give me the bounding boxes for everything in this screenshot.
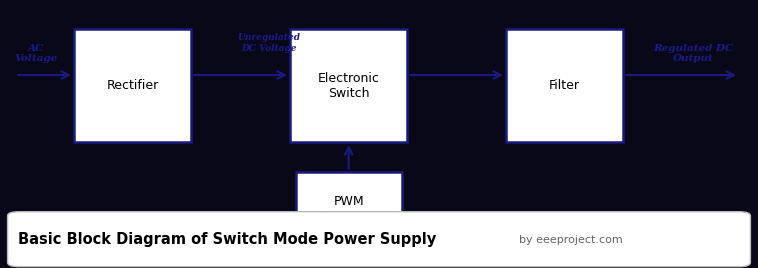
Text: Basic Block Diagram of Switch Mode Power Supply: Basic Block Diagram of Switch Mode Power…	[18, 232, 437, 247]
FancyBboxPatch shape	[74, 29, 191, 142]
Text: Unregulated
DC Voltage: Unregulated DC Voltage	[237, 33, 301, 53]
FancyBboxPatch shape	[290, 29, 408, 142]
FancyBboxPatch shape	[296, 172, 402, 247]
Text: AC
Voltage: AC Voltage	[14, 44, 58, 63]
Text: Electronic
Switch: Electronic Switch	[318, 72, 380, 100]
Text: Filter: Filter	[550, 79, 580, 92]
Text: by eeeproject.com: by eeeproject.com	[519, 235, 623, 245]
Text: Regulated DC
Output: Regulated DC Output	[653, 44, 734, 63]
Text: PWM
Generator: PWM Generator	[317, 195, 381, 223]
FancyBboxPatch shape	[8, 212, 750, 267]
FancyBboxPatch shape	[506, 29, 623, 142]
Text: Rectifier: Rectifier	[107, 79, 158, 92]
